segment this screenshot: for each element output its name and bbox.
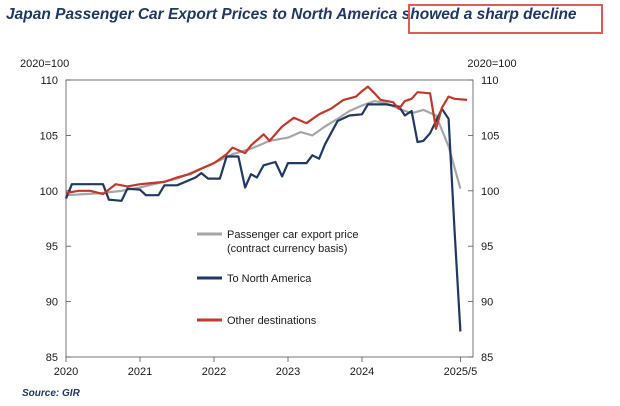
legend-label-0: Passenger car export price [227,229,358,241]
series-line-0 [65,100,462,197]
y-tick-label-left: 110 [40,75,58,87]
title-main: Japan Passenger Car Export Prices to Nor… [6,6,398,23]
y-tick-label-left: 100 [40,186,58,198]
plot-frame [65,79,474,358]
legend-label-1: To North America [227,273,312,285]
x-tick-label: 2025/5 [444,366,478,378]
right-axis-unit: 2020=100 [467,58,516,70]
x-tick-label: 2024 [350,366,374,378]
y-tick-label-right: 100 [481,186,499,198]
y-tick-label-left: 85 [46,352,58,364]
series-line-1 [64,103,462,332]
y-tick-label-left: 95 [46,241,58,253]
y-tick-label-right: 105 [481,130,499,142]
y-tick-label-left: 105 [40,130,58,142]
highlight-annotation-box [408,4,603,34]
y-tick-label-left: 90 [46,297,58,309]
x-tick-label: 2022 [202,366,226,378]
y-tick-label-right: 110 [481,75,499,87]
chart-title: Japan Passenger Car Export Prices to Nor… [6,6,577,24]
legend-label-0: (contract currency basis) [227,243,347,255]
source-note: Source: GIR [22,388,80,399]
title-highlight: showed a sharp decline [401,6,577,23]
x-tick-label: 2020 [54,366,78,378]
x-tick-label: 2023 [276,366,300,378]
series-line-2 [65,85,468,196]
legend-label-2: Other destinations [227,315,317,327]
x-tick-label: 2021 [128,366,152,378]
left-axis-unit: 2020=100 [20,58,69,70]
y-tick-label-right: 90 [481,297,493,309]
y-tick-label-right: 95 [481,241,493,253]
y-tick-label-right: 85 [481,352,493,364]
